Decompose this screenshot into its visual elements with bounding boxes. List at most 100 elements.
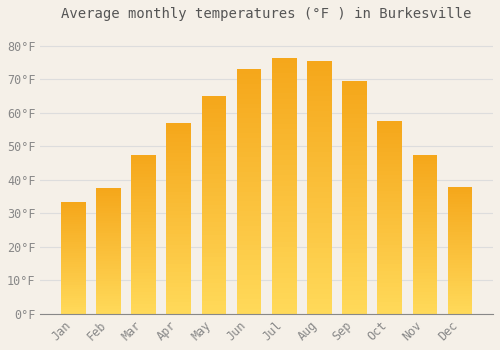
Bar [342,127,367,132]
Bar [237,84,262,89]
Bar [448,197,472,199]
Bar [307,157,332,162]
Bar [378,179,402,183]
Bar [307,228,332,233]
Bar [166,291,191,295]
Bar [342,132,367,137]
Bar [202,301,226,305]
Bar [131,288,156,292]
Bar [237,143,262,148]
Bar [166,199,191,203]
Bar [272,247,296,252]
Bar [202,266,226,270]
Bar [202,305,226,309]
Bar [448,194,472,197]
Bar [307,137,332,142]
Bar [307,182,332,187]
Bar [166,287,191,291]
Bar [237,240,262,245]
Bar [448,271,472,273]
Bar [202,253,226,257]
Bar [412,279,438,282]
Bar [412,292,438,295]
Bar [272,114,296,119]
Bar [202,148,226,153]
Bar [96,284,120,286]
Bar [448,232,472,235]
Bar [61,262,86,265]
Bar [166,260,191,264]
Bar [378,299,402,302]
Bar [61,231,86,233]
Bar [272,309,296,314]
Bar [378,245,402,248]
Bar [412,269,438,273]
Bar [96,218,120,221]
Bar [61,278,86,280]
Bar [202,109,226,113]
Bar [96,299,120,301]
Bar [96,238,120,241]
Bar [448,284,472,286]
Bar [272,73,296,78]
Bar [307,309,332,314]
Bar [237,221,262,226]
Bar [378,183,402,187]
Bar [378,225,402,229]
Bar [412,164,438,167]
Bar [342,309,367,314]
Bar [307,253,332,258]
Bar [307,96,332,102]
Bar [237,231,262,236]
Bar [448,240,472,243]
Bar [131,164,156,167]
Bar [307,273,332,279]
Bar [237,250,262,255]
Bar [237,148,262,153]
Bar [131,311,156,314]
Bar [412,155,438,158]
Bar [202,96,226,100]
Bar [166,215,191,218]
Bar [61,271,86,273]
Bar [202,144,226,148]
Bar [272,170,296,175]
Bar [202,240,226,244]
Bar [378,136,402,140]
Bar [131,190,156,193]
Bar [378,160,402,163]
Bar [412,234,438,238]
Bar [342,244,367,249]
Bar [131,187,156,190]
Bar [378,190,402,195]
Bar [166,245,191,249]
Bar [272,278,296,283]
Bar [412,158,438,161]
Bar [272,237,296,242]
Bar [237,270,262,275]
Bar [61,233,86,235]
Bar [237,94,262,99]
Bar [307,299,332,304]
Bar [378,163,402,167]
Bar [272,258,296,262]
Bar [237,113,262,118]
Bar [96,231,120,233]
Bar [202,153,226,157]
Bar [202,270,226,275]
Bar [166,230,191,234]
Bar [202,231,226,236]
Bar [307,238,332,243]
Bar [412,225,438,228]
Bar [272,165,296,170]
Bar [412,308,438,311]
Bar [342,262,367,267]
Bar [61,211,86,213]
Bar [342,197,367,202]
Bar [412,187,438,190]
Bar [131,225,156,228]
Bar [412,304,438,308]
Bar [61,312,86,314]
Bar [202,214,226,218]
Bar [131,285,156,288]
